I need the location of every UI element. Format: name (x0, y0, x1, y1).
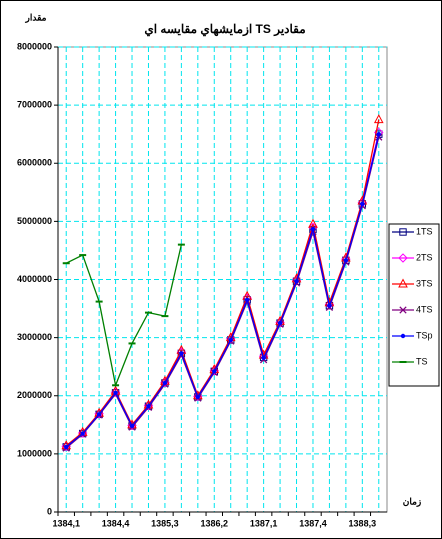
x-tick-label: 1384,1 (52, 518, 80, 528)
legend-label: 3TS (416, 278, 433, 288)
legend-label: TSp (416, 330, 433, 340)
series-line (65, 134, 380, 448)
legend (388, 223, 440, 387)
x-tick-label: 1388,3 (349, 518, 377, 528)
legend-marker (398, 278, 408, 288)
data-point (146, 404, 151, 409)
legend-label: 2TS (416, 252, 433, 262)
y-tick-label: 8000000 (17, 41, 52, 51)
data-point (212, 369, 217, 374)
data-point (376, 131, 381, 137)
x-axis-label: زمان (403, 496, 422, 507)
data-point (327, 303, 332, 308)
data-point (343, 258, 349, 263)
data-point (310, 226, 316, 232)
legend-marker (400, 333, 406, 339)
legend-marker (399, 228, 407, 236)
data-point (162, 380, 168, 386)
y-tick-label: 2000000 (17, 390, 52, 400)
x-tick-label: 1387,1 (250, 518, 278, 528)
y-tick-label: 0 (47, 506, 52, 516)
data-point (261, 355, 266, 361)
y-tick-label: 6000000 (17, 158, 52, 168)
y-tick-label: 5000000 (17, 216, 52, 226)
data-point (373, 114, 384, 124)
legend-marker (399, 306, 407, 314)
legend-label: TS (416, 356, 428, 366)
data-point (80, 431, 85, 436)
data-point (360, 201, 365, 207)
data-point (277, 320, 283, 326)
x-tick-label: 1384,4 (102, 518, 130, 528)
data-point (129, 423, 135, 429)
chart-title: مقادير TS ازمايشهاي مقايسه اي (144, 22, 305, 37)
data-point (179, 351, 184, 356)
data-point (294, 279, 299, 284)
legend-label: 1TS (416, 226, 433, 236)
y-axis-label: مقدار (25, 12, 47, 23)
x-tick-label: 1386,2 (201, 518, 229, 528)
legend-marker (398, 253, 408, 263)
y-tick-label: 1000000 (17, 448, 52, 458)
x-tick-label: 1387,4 (299, 518, 327, 528)
data-point (228, 337, 233, 343)
y-tick-label: 3000000 (17, 332, 52, 342)
data-point (375, 133, 383, 141)
data-point (113, 390, 118, 396)
data-point (244, 297, 250, 303)
y-tick-label: 7000000 (17, 100, 52, 110)
legend-label: 4TS (416, 304, 433, 314)
y-tick-label: 4000000 (17, 274, 52, 284)
data-point (195, 394, 201, 400)
data-point (64, 444, 69, 450)
data-point (96, 412, 102, 417)
x-tick-label: 1385,3 (151, 518, 179, 528)
